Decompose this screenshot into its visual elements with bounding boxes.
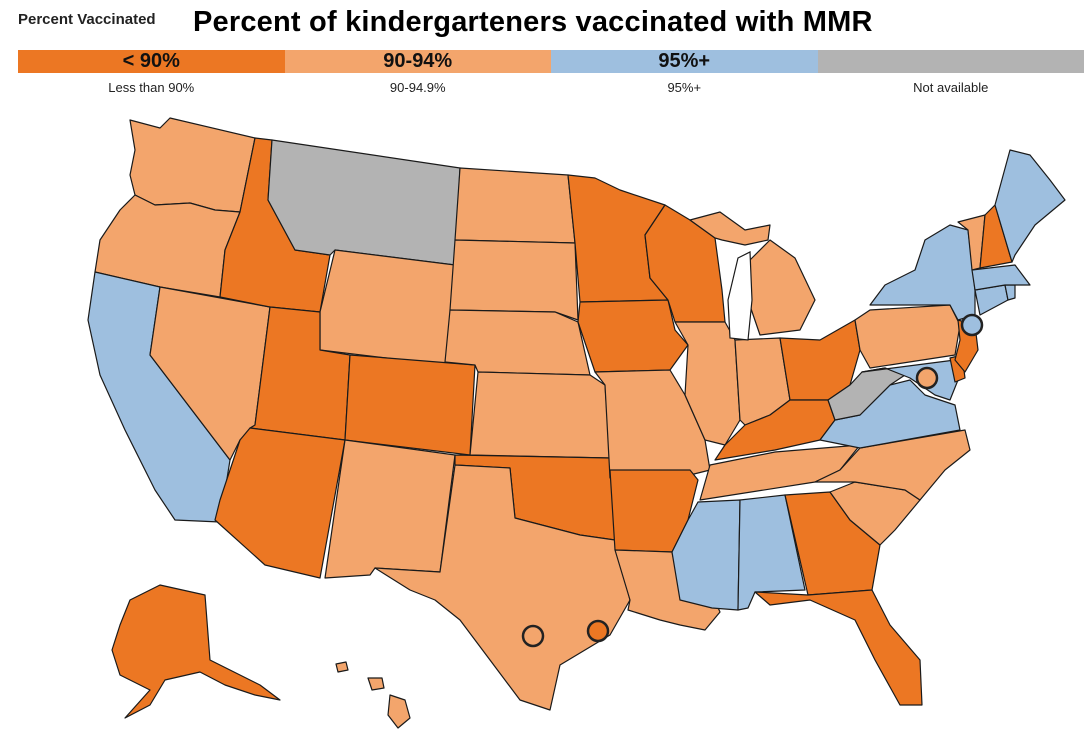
state-ma[interactable] <box>971 264 1031 291</box>
legend-sublabel-90to94: 90-94.9% <box>389 80 446 95</box>
state-wy[interactable] <box>319 249 456 366</box>
lake-michigan <box>727 251 753 341</box>
legend-swatch-lt90[interactable]: < 90% <box>18 50 285 73</box>
legend-label-lt90: < 90% <box>122 50 180 72</box>
legend-sublabels: Less than 90% 90-94.9% 95%+ Not availabl… <box>18 80 1084 95</box>
state-ny[interactable] <box>869 224 976 321</box>
legend-label-95plus: 95%+ <box>658 50 711 72</box>
state-nm[interactable] <box>324 439 456 579</box>
legend-swatch-90to94[interactable]: 90-94% <box>284 50 551 73</box>
state-vt[interactable] <box>957 214 986 271</box>
state-ak[interactable] <box>111 584 281 719</box>
legend-swatch-95plus[interactable]: 95%+ <box>551 50 818 73</box>
state-hi-maui[interactable] <box>367 677 385 691</box>
legend-sublabel-95plus: 95%+ <box>667 80 702 95</box>
state-nc[interactable] <box>814 429 971 501</box>
state-tx[interactable] <box>374 464 631 711</box>
state-fl[interactable] <box>754 589 923 706</box>
state-hi-oahu[interactable] <box>335 661 349 673</box>
legend-label-90to94: 90-94% <box>383 50 453 72</box>
legend-sublabel-lt90: Less than 90% <box>108 80 195 95</box>
state-nd[interactable] <box>454 167 576 244</box>
marker-houston[interactable] <box>586 619 610 643</box>
state-mt[interactable] <box>267 139 461 266</box>
state-hi-big[interactable] <box>387 694 411 729</box>
state-mi-upper[interactable] <box>689 211 771 246</box>
state-sd[interactable] <box>449 239 579 321</box>
state-az[interactable] <box>214 427 346 579</box>
legend-sublabel-na: Not available <box>913 80 989 95</box>
map-title: Percent of kindergarteners vaccinated wi… <box>193 6 873 38</box>
legend-swatch-na[interactable] <box>817 50 1084 73</box>
us-map <box>87 117 1066 729</box>
marker-new-york[interactable] <box>960 313 984 337</box>
state-wi[interactable] <box>644 204 726 323</box>
legend-bar: < 90% 90-94% 95%+ <box>18 50 1084 73</box>
state-mi[interactable] <box>747 239 816 336</box>
state-me[interactable] <box>994 149 1066 263</box>
state-pa[interactable] <box>854 304 961 369</box>
state-wa[interactable] <box>129 117 256 213</box>
marker-washington-dc[interactable] <box>915 366 939 390</box>
state-ks[interactable] <box>469 371 611 459</box>
legend-heading: Percent Vaccinated <box>18 11 156 28</box>
marker-san-antonio[interactable] <box>521 624 545 648</box>
state-co[interactable] <box>344 354 476 456</box>
